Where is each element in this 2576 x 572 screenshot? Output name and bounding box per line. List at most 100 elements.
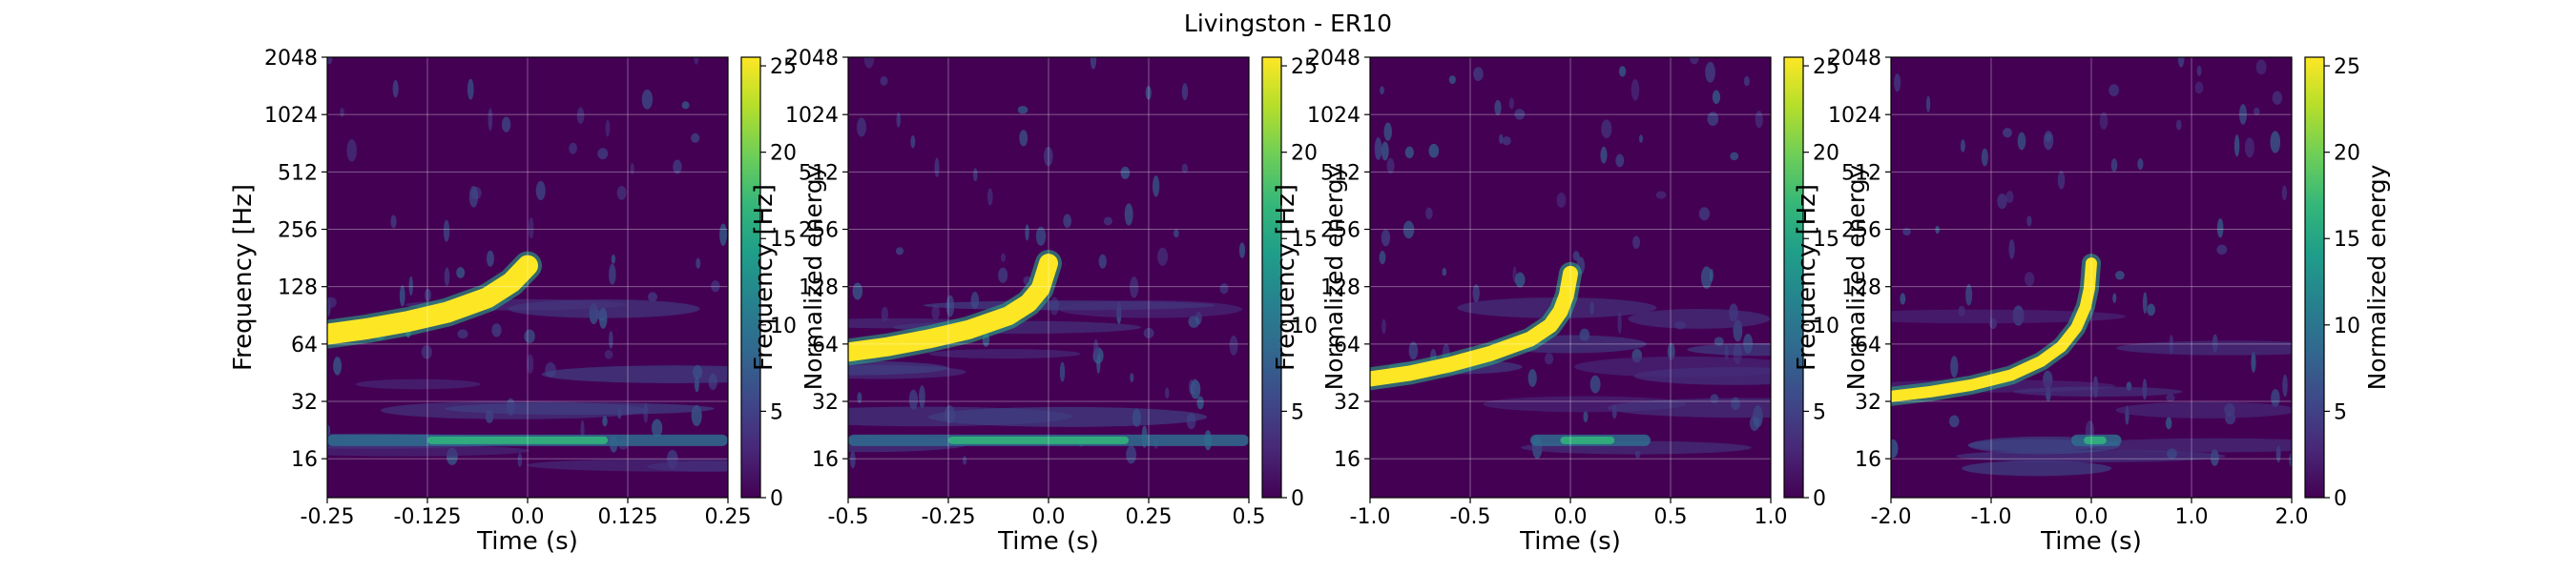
noise-blob: [2057, 171, 2066, 190]
noise-blob: [1615, 153, 1625, 168]
noise-blob: [651, 419, 663, 438]
y-tick-label: 16: [291, 448, 318, 472]
noise-blob: [691, 133, 700, 143]
y-tick-label: 128: [278, 276, 318, 300]
noise-blob: [1981, 148, 1988, 167]
noise-band: [2116, 340, 2292, 356]
noise-blob: [2216, 218, 2224, 238]
noise-blob: [1925, 95, 1931, 112]
colorbar-tick-label: 25: [1291, 55, 1318, 79]
noise-blob: [1063, 214, 1072, 229]
noise-blob: [1402, 220, 1415, 239]
noise-blob: [1145, 86, 1152, 100]
noise-blob: [1749, 415, 1760, 432]
noise-blob: [1381, 141, 1389, 161]
y-tick-label: 1024: [1307, 104, 1361, 128]
colorbar-tick-label: 10: [1291, 315, 1318, 338]
colorbar-label: Normalized energy: [1842, 164, 1870, 390]
noise-blob: [2216, 244, 2228, 255]
noise-blob: [604, 350, 613, 359]
noise-blob: [1130, 373, 1134, 383]
noise-blob: [1689, 57, 1699, 65]
colorbar: 0 5 10 15 20 25 Normalized energy: [740, 55, 827, 511]
noise-blob: [616, 186, 627, 200]
noise-blob: [392, 80, 399, 98]
noise-band: [1573, 356, 1771, 378]
noise-blob: [1219, 283, 1229, 295]
y-tick-label: 16: [1334, 448, 1361, 472]
chirp-track: [848, 250, 1062, 366]
line-feature: [1530, 434, 1651, 446]
noise-blob: [327, 424, 331, 437]
noise-blob: [467, 78, 474, 100]
noise-blob: [987, 188, 993, 206]
y-tick-label: 64: [1855, 334, 1881, 358]
x-tick-label: 0.125: [598, 505, 658, 529]
x-tick-label: -0.5: [1450, 505, 1491, 529]
noise-blob: [2177, 57, 2185, 68]
noise-blob: [1701, 266, 1713, 289]
noise-blob: [1188, 316, 1200, 328]
noise-blob: [491, 323, 502, 337]
noise-blob: [2289, 452, 2292, 467]
y-tick-label: 512: [278, 161, 318, 185]
noise-band: [355, 378, 481, 390]
colorbar-label: Normalized energy: [1320, 164, 1348, 390]
noise-blob: [1019, 130, 1028, 147]
noise-blob: [1174, 229, 1179, 238]
noise-blob: [2026, 215, 2032, 227]
noise-blob: [340, 107, 344, 117]
noise-blob: [962, 456, 967, 465]
noise-blob: [1632, 235, 1641, 249]
noise-blob: [880, 75, 888, 86]
line-feature-core: [427, 436, 608, 444]
noise-blob: [2165, 417, 2172, 430]
noise-blob: [1404, 146, 1414, 159]
noise-blob: [2194, 81, 2204, 94]
noise-blob: [425, 288, 431, 302]
noise-band: [928, 349, 1081, 359]
line-feature: [848, 434, 1249, 446]
noise-blob: [1096, 353, 1101, 374]
colorbar-tick-label: 5: [1813, 400, 1826, 424]
y-tick-label: 256: [1320, 219, 1361, 243]
noise-band: [1962, 460, 2112, 477]
colorbar-tick-label: 25: [770, 55, 797, 79]
y-axis-label: Frequency [Hz]: [229, 184, 258, 371]
y-axis-label: Frequency [Hz]: [1272, 184, 1300, 371]
noise-blob: [1442, 268, 1447, 276]
noise-blob: [1527, 368, 1537, 387]
noise-blob: [1192, 378, 1198, 396]
noise-blob: [1638, 134, 1644, 143]
colorbar-tick-label: 20: [1813, 142, 1839, 166]
noise-blob: [641, 89, 654, 110]
noise-blob: [630, 163, 634, 175]
x-tick-label: -0.25: [301, 505, 355, 529]
y-tick-label: 2048: [264, 47, 318, 71]
noise-blob: [1035, 226, 1047, 246]
colorbar-tick-label: 25: [2334, 55, 2360, 79]
noise-blob: [1126, 445, 1137, 464]
noise-blob: [2270, 131, 2281, 153]
noise-blob: [1514, 109, 1526, 120]
x-axis-label: Time (s): [2040, 527, 2142, 556]
noise-blob: [1667, 342, 1675, 361]
noise-blob: [2233, 134, 2240, 157]
noise-blob: [863, 57, 875, 69]
noise-blob: [908, 389, 919, 410]
y-tick-label: 1024: [1828, 104, 1881, 128]
spectrogram-panel-2: -0.5 -0.25 0.0 0.25 0.5 16 32 64 128 256 512 1024 20…: [750, 47, 1348, 556]
y-axis-label: Frequency [Hz]: [1793, 184, 1821, 371]
noise-blob: [1124, 203, 1133, 226]
noise-blob: [605, 119, 611, 137]
noise-blob: [390, 214, 397, 229]
y-tick-label: 2048: [1828, 47, 1881, 71]
noise-band: [380, 401, 650, 419]
noise-blob: [1120, 166, 1131, 179]
noise-blob: [852, 282, 863, 300]
x-axis-label: Time (s): [997, 527, 1099, 556]
colorbar: 0 5 10 15 20 25 Normalized energy: [2304, 55, 2391, 511]
x-tick-label: 0.0: [1032, 505, 1066, 529]
noise-blob: [1059, 361, 1066, 382]
noise-blob: [1902, 227, 1911, 236]
